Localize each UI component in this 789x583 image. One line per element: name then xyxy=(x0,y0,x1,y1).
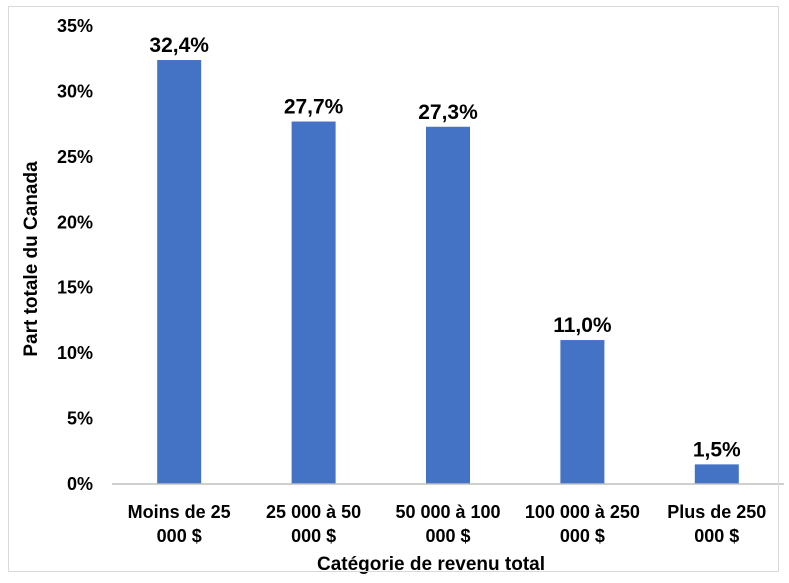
x-tick-label-line: Moins de 25 xyxy=(128,502,231,522)
y-tick-label: 20% xyxy=(57,212,93,232)
x-axis-title: Catégorie de revenu total xyxy=(317,554,545,575)
y-tick-label: 0% xyxy=(67,474,93,494)
y-axis-title: Part totale du Canada xyxy=(21,161,42,357)
x-tick-label-line: 000 $ xyxy=(425,526,470,546)
x-tick-label: 25 000 à 50 000 $ xyxy=(266,502,361,546)
bar xyxy=(426,126,470,484)
bar-value-label: 32,4% xyxy=(149,34,209,57)
bar xyxy=(694,464,739,484)
x-tick-label-line: 000 $ xyxy=(291,526,336,546)
y-tick-label: 10% xyxy=(57,343,93,363)
x-tick-label-line: 000 $ xyxy=(560,526,605,546)
x-tick-label: 100 000 à 250 000 $ xyxy=(525,502,640,546)
y-tick-label: 5% xyxy=(67,409,93,429)
x-tick-label-line: 000 $ xyxy=(157,526,202,546)
bar-value-label: 1,5% xyxy=(693,438,741,461)
bar-value-label: 11,0% xyxy=(553,314,612,337)
y-tick-label: 30% xyxy=(57,81,93,101)
x-tick-label: Plus de 250 000 $ xyxy=(667,502,766,546)
bar-value-label: 27,3% xyxy=(418,101,478,124)
x-tick-label-line: 25 000 à 50 xyxy=(266,502,361,522)
x-tick-label: 50 000 à 100 000 $ xyxy=(395,502,500,546)
bar xyxy=(157,60,202,484)
bar xyxy=(560,340,605,484)
x-tick-label-line: Plus de 250 xyxy=(667,502,766,522)
x-tick-label-line: 100 000 à 250 xyxy=(525,502,640,522)
x-tick-label-line: 000 $ xyxy=(694,526,739,546)
bar-value-label: 27,7% xyxy=(284,96,344,119)
y-tick-label: 15% xyxy=(57,278,93,298)
x-tick-label-line: 50 000 à 100 xyxy=(395,502,500,522)
y-tick-label: 35% xyxy=(57,16,93,36)
x-tick-label: Moins de 25 000 $ xyxy=(128,502,231,546)
y-tick-label: 25% xyxy=(57,147,93,167)
bar xyxy=(291,121,336,485)
